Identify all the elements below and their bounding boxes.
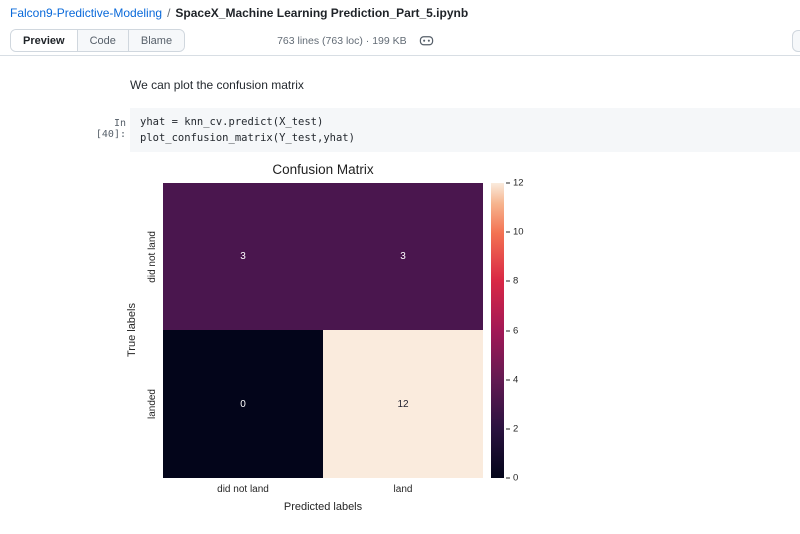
colorbar-tick: 8 bbox=[506, 276, 518, 287]
colorbar-tick: 0 bbox=[506, 473, 518, 484]
tab-blame[interactable]: Blame bbox=[128, 30, 185, 51]
heatmap-cell-bottom-left bbox=[163, 330, 323, 478]
file-name: SpaceX_Machine Learning Prediction_Part_… bbox=[175, 6, 469, 20]
colorbar-tick: 6 bbox=[506, 326, 518, 337]
code-line: yhat = knn_cv.predict(X_test) bbox=[140, 116, 324, 128]
tab-preview[interactable]: Preview bbox=[11, 30, 78, 51]
x-tick-label: did not land bbox=[217, 484, 269, 495]
colorbar-ticks: 12 10 8 6 4 2 0 bbox=[506, 178, 540, 484]
view-switcher: Preview Code Blame bbox=[10, 29, 186, 52]
colorbar-tick: 4 bbox=[506, 375, 518, 386]
y-tick-label: did not land bbox=[146, 230, 158, 283]
tab-code[interactable]: Code bbox=[77, 30, 129, 51]
code-cell: yhat = knn_cv.predict(X_test) plot_confu… bbox=[130, 108, 800, 152]
raw-button[interactable]: Raw bbox=[792, 30, 800, 52]
breadcrumb: Falcon9-Predictive-Modeling / SpaceX_Mac… bbox=[0, 0, 800, 26]
colorbar-tick: 12 bbox=[506, 178, 524, 189]
heatmap-row-top bbox=[163, 183, 483, 330]
cell-prompt: In [40]: bbox=[95, 118, 126, 140]
repo-link[interactable]: Falcon9-Predictive-Modeling bbox=[10, 6, 163, 20]
heatmap-cell-bottom-right bbox=[323, 330, 483, 478]
confusion-matrix-figure: Confusion Matrix 3 3 0 12 True labels di… bbox=[0, 57, 800, 534]
y-tick-label: landed bbox=[146, 388, 158, 420]
colorbar-tick: 10 bbox=[506, 227, 524, 238]
copilot-icon[interactable] bbox=[419, 33, 434, 48]
file-info: 763 lines (763 loc) · 199 KB bbox=[277, 34, 407, 47]
heatmap: 3 3 0 12 bbox=[163, 183, 483, 478]
markdown-text: We can plot the confusion matrix bbox=[130, 78, 304, 92]
x-axis-label: Predicted labels bbox=[283, 501, 363, 513]
breadcrumb-separator: / bbox=[167, 6, 171, 20]
y-axis-label: True labels bbox=[126, 303, 138, 358]
chart-title: Confusion Matrix bbox=[272, 162, 374, 177]
x-tick-label: land bbox=[393, 484, 413, 495]
file-toolbar: Preview Code Blame 763 lines (763 loc) ·… bbox=[0, 26, 800, 56]
colorbar bbox=[491, 183, 504, 478]
notebook-preview: We can plot the confusion matrix In [40]… bbox=[0, 57, 800, 534]
code-line: plot_confusion_matrix(Y_test,yhat) bbox=[140, 132, 355, 144]
colorbar-tick: 2 bbox=[506, 424, 518, 435]
